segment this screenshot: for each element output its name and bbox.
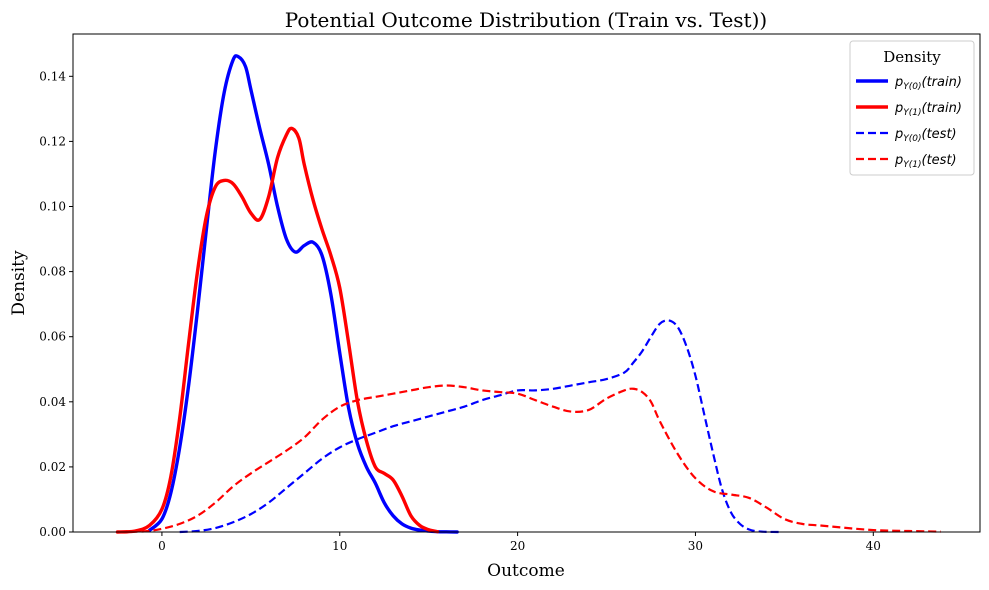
plot-area: [72, 33, 981, 534]
series-line-2: [115, 126, 440, 534]
series-line-1: [147, 54, 459, 534]
y-tick-label-4: 0.08: [39, 265, 66, 279]
y-tick-label-3: 0.06: [39, 330, 66, 344]
legend-label-2: pY(1)(train): [894, 101, 962, 118]
plot-frame: [72, 33, 981, 533]
legend-title: Density: [883, 48, 941, 66]
legend-label-1: pY(0)(train): [894, 75, 962, 92]
x-axis-label: Outcome: [487, 561, 565, 581]
y-axis-label: Density: [9, 250, 29, 316]
chart-title: Potential Outcome Distribution (Train vs…: [285, 8, 767, 32]
y-tick-label-2: 0.04: [39, 395, 66, 409]
x-axis: 0 10 20 30 40: [158, 532, 881, 553]
legend-label-4: pY(1)(test): [894, 153, 957, 170]
x-tick-label-1: 10: [332, 539, 347, 553]
legend-box: [849, 40, 975, 176]
y-tick-label-5: 0.10: [39, 200, 66, 214]
x-tick-label-3: 30: [688, 539, 703, 553]
legend-items: pY(0)(train) pY(1)(train) pY(0)(test) pY(1)…: [856, 75, 962, 170]
y-tick-label-1: 0.02: [39, 460, 66, 474]
series-line-4: [117, 384, 941, 534]
series-line-3: [179, 319, 781, 534]
series-layer: [115, 54, 941, 534]
legend-label-3: pY(0)(test): [894, 127, 957, 144]
x-tick-label-0: 0: [158, 539, 166, 553]
x-tick-label-2: 20: [510, 539, 525, 553]
y-tick-label-7: 0.14: [39, 69, 66, 83]
legend: Density pY(0)(train) pY(1)(train) pY(0)(te…: [849, 40, 975, 176]
x-tick-label-4: 40: [866, 539, 881, 553]
y-tick-label-6: 0.12: [39, 134, 66, 148]
y-axis: 0.00 0.02 0.04 0.06 0.08 0.10 0.12 0.14: [39, 69, 73, 539]
y-tick-label-0: 0.00: [39, 525, 66, 539]
